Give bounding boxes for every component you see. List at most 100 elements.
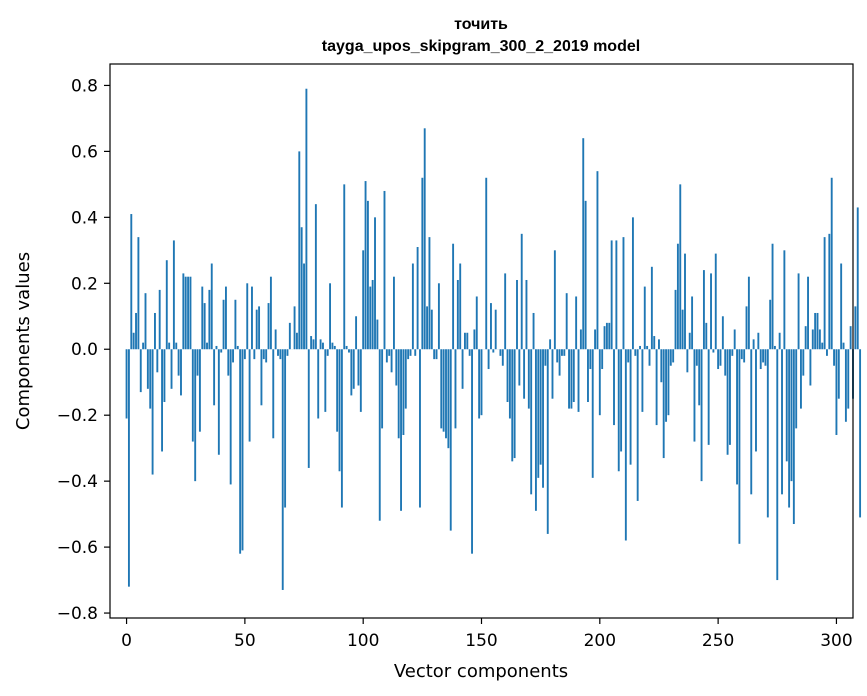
x-tick-label: 300 [820,631,852,651]
y-tick-label: 0.6 [71,142,98,162]
y-tick-label: 0.4 [71,208,98,228]
bar [189,276,192,350]
bar [650,266,653,350]
bar [615,240,618,350]
x-tick-label: 50 [234,631,256,651]
bar [532,312,535,350]
bar [390,349,393,373]
bar [807,276,809,350]
bar [355,316,358,350]
bar [258,306,261,350]
bar [516,279,518,350]
bar [726,349,729,455]
bar [466,332,469,350]
bar [456,279,459,350]
bar [305,88,308,350]
bar [494,309,497,350]
bar [414,349,417,356]
bar [463,332,466,350]
bar [260,349,263,406]
bar [127,349,130,587]
bar [402,349,405,435]
bar [617,349,620,472]
bar [811,329,814,350]
bar [419,349,421,508]
bar [281,349,284,590]
bar [658,339,660,350]
plot-frame [109,63,854,619]
bar [182,273,185,350]
bar [766,349,769,518]
bar [340,349,343,508]
bar [272,349,275,439]
bar [563,349,566,356]
bar [165,260,168,350]
bar [393,276,395,350]
bar [575,296,578,350]
bar [598,349,601,416]
bar [804,326,807,350]
bar [684,253,686,350]
bar [279,349,282,360]
bar [733,329,736,350]
bar [475,296,478,350]
x-tick-label: 250 [702,631,734,651]
bar [388,349,391,356]
bar [792,349,795,525]
bar [579,329,582,350]
x-tick-label: 200 [584,631,616,651]
bar [229,349,232,485]
bar [523,349,526,399]
bar [326,349,329,356]
bar [381,349,384,429]
bar [253,349,256,360]
bar [428,237,431,350]
bar [622,237,625,350]
bar [674,289,677,350]
bar [648,349,651,366]
bar [255,309,258,350]
bar [669,349,672,366]
bar [631,217,634,350]
bar [587,349,589,402]
bar [712,349,715,353]
bar [724,349,727,376]
bar [527,349,530,409]
bar [267,303,270,350]
bar [196,349,199,376]
bar [284,349,287,508]
bar [823,237,826,350]
bar [795,349,798,429]
bar [243,349,246,360]
bar [833,349,836,366]
bar [572,349,575,402]
bar [589,349,592,370]
bar [132,332,135,350]
bar [639,345,641,350]
bar [215,345,218,350]
bar [655,349,658,426]
bar [232,349,234,363]
bar [487,349,490,370]
bar [785,349,788,462]
bar [161,349,163,452]
bar [755,349,757,452]
bar [395,349,398,386]
bar [788,349,791,508]
bar [624,349,627,541]
y-tick-label: −0.6 [57,538,98,558]
bar [504,273,507,350]
bar [144,293,147,350]
bar [239,349,242,554]
bar [700,349,703,482]
bar [151,349,154,475]
y-tick-label: −0.8 [57,604,98,624]
bar [752,339,755,350]
chart-title: точить [454,16,508,33]
bar [601,349,604,370]
bar [539,349,542,465]
bar [837,349,840,399]
bar [549,339,552,350]
bar [698,349,701,406]
